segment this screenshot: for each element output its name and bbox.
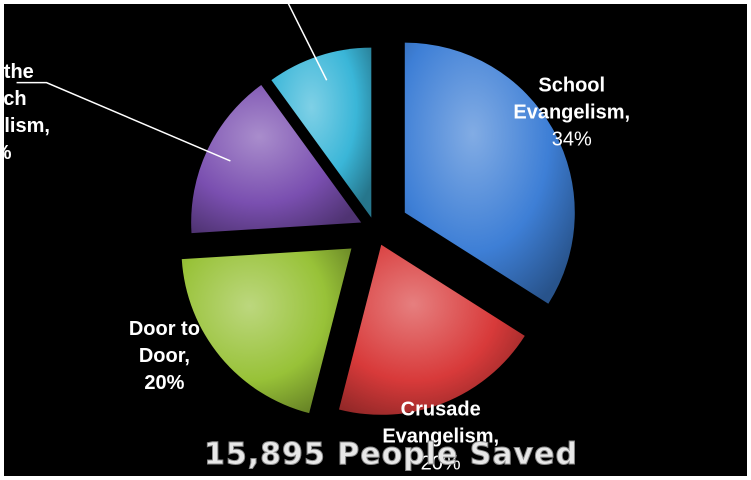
leader-line <box>16 81 231 162</box>
slice-label-door-to-door: Door to Door, 20% <box>129 318 200 394</box>
pie-slice-personal-evangelism <box>271 47 372 218</box>
slice-label-all-in-the-church-evangelism: All in theChurchEvangelism,16% <box>4 61 50 164</box>
pie-slice-door-to-door <box>181 248 352 414</box>
slice-label-crusade-evangelism: Crusade Evangelism, 20% <box>382 399 499 475</box>
leader-line <box>287 4 328 81</box>
pie-slice-crusade-evangelism <box>338 244 525 415</box>
pie-slice-all-in-the-church-evangelism <box>191 84 362 234</box>
pie-slice-school-evangelism <box>404 42 575 304</box>
chart-title: 15,895 People Saved <box>204 437 578 472</box>
chart-area: School Evangelism, 34% Crusade Evangelism, 20… <box>4 4 747 476</box>
slice-label-school-evangelism: School Evangelism, 34% <box>513 75 630 151</box>
pie-chart: School Evangelism, 34% Crusade Evangelism, 20… <box>4 4 630 475</box>
